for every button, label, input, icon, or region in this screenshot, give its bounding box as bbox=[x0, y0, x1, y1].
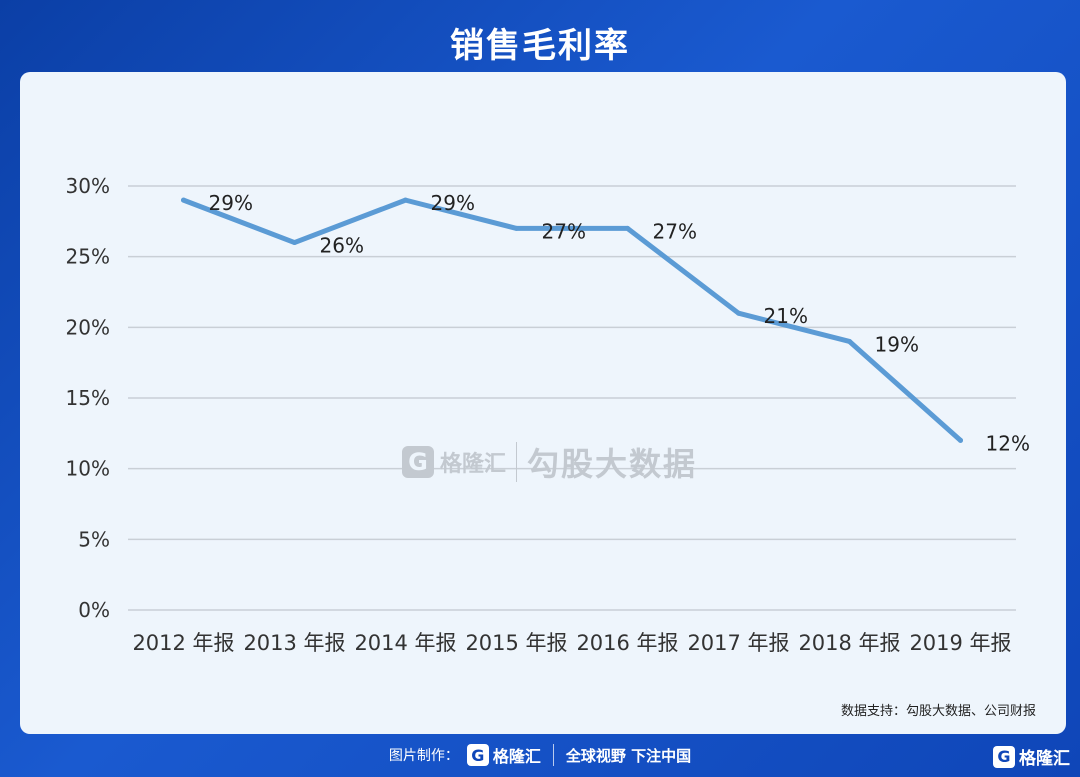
watermark: G 格隆汇 勾股大数据 bbox=[402, 439, 697, 485]
page-title: 销售毛利率 bbox=[450, 26, 630, 66]
data-point bbox=[514, 225, 519, 231]
line-chart: 0% 5% 10% 15% 20% 25% 30% 2012 年报 2013 年报 2014 年报… bbox=[66, 174, 1030, 655]
data-label: 27% bbox=[653, 219, 697, 243]
data-point bbox=[736, 310, 741, 316]
x-tick-label: 2012 年报 bbox=[132, 631, 234, 655]
y-tick-label: 30% bbox=[66, 174, 110, 198]
data-label: 19% bbox=[875, 332, 919, 356]
data-point bbox=[958, 437, 963, 443]
footer-brand: 格隆汇 bbox=[492, 747, 541, 766]
data-label: 29% bbox=[209, 191, 253, 215]
series-line bbox=[181, 197, 963, 443]
y-tick-label: 25% bbox=[66, 245, 110, 269]
data-label: 12% bbox=[986, 431, 1030, 455]
x-tick-label: 2019 年报 bbox=[909, 631, 1011, 655]
y-tick-label: 10% bbox=[66, 457, 110, 481]
x-tick-label: 2015 年报 bbox=[465, 631, 567, 655]
data-label: 27% bbox=[542, 219, 586, 243]
x-tick-label: 2016 年报 bbox=[576, 631, 678, 655]
data-point bbox=[847, 338, 852, 344]
watermark-text: 勾股大数据 bbox=[527, 445, 698, 483]
footer: 图片制作： G 格隆汇 全球视野 下注中国 bbox=[0, 738, 1080, 772]
data-label: 29% bbox=[431, 191, 475, 215]
source-note: 数据支持：勾股大数据、公司财报 bbox=[840, 704, 1036, 719]
chart-card: 0% 5% 10% 15% 20% 25% 30% 2012 年报 2013 年报 2014 年报… bbox=[20, 72, 1066, 734]
data-label: 21% bbox=[764, 304, 808, 328]
y-tick-label: 5% bbox=[78, 527, 110, 551]
footer-logo-icon: G bbox=[466, 744, 489, 766]
x-tick-label: 2017 年报 bbox=[687, 631, 789, 655]
corner-brand-text: 格隆汇 bbox=[1019, 749, 1070, 769]
y-tick-label: 20% bbox=[66, 315, 110, 339]
footer-slogan: 全球视野 下注中国 bbox=[565, 746, 692, 765]
footer-divider bbox=[552, 744, 554, 766]
data-point bbox=[625, 225, 630, 231]
data-label: 26% bbox=[320, 234, 364, 258]
x-tick-label: 2013 年报 bbox=[243, 631, 345, 655]
corner-logo-icon: G bbox=[993, 745, 1015, 768]
x-tick-label: 2014 年报 bbox=[354, 631, 456, 655]
y-tick-label: 15% bbox=[66, 386, 110, 410]
x-tick-label: 2018 年报 bbox=[798, 631, 900, 655]
footer-label: 图片制作： bbox=[388, 748, 459, 764]
watermark-divider bbox=[516, 442, 518, 482]
data-point bbox=[292, 240, 297, 246]
data-point bbox=[181, 197, 186, 203]
watermark-logo-icon: G bbox=[402, 446, 434, 478]
watermark-brand: 格隆汇 bbox=[440, 452, 507, 477]
corner-brand: G 格隆汇 bbox=[993, 744, 1070, 769]
data-point bbox=[403, 197, 408, 203]
y-tick-label: 0% bbox=[78, 598, 110, 622]
